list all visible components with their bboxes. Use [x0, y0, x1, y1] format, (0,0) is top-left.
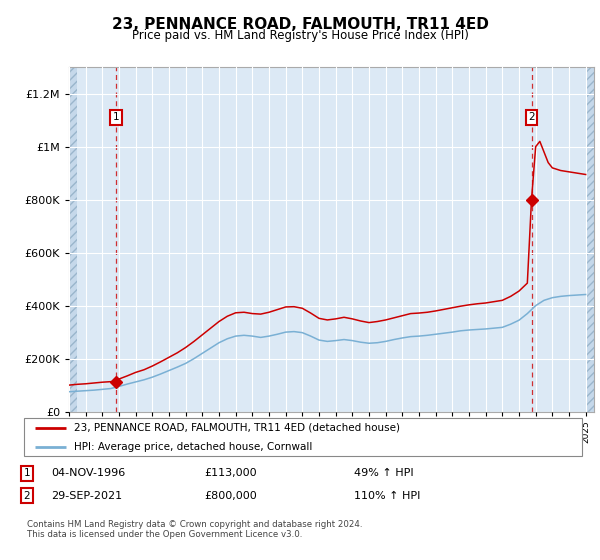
Text: Price paid vs. HM Land Registry's House Price Index (HPI): Price paid vs. HM Land Registry's House … — [131, 29, 469, 42]
Text: 29-SEP-2021: 29-SEP-2021 — [51, 491, 122, 501]
Text: Contains HM Land Registry data © Crown copyright and database right 2024.
This d: Contains HM Land Registry data © Crown c… — [27, 520, 362, 539]
Text: 110% ↑ HPI: 110% ↑ HPI — [354, 491, 421, 501]
Text: 23, PENNANCE ROAD, FALMOUTH, TR11 4ED: 23, PENNANCE ROAD, FALMOUTH, TR11 4ED — [112, 17, 488, 32]
Text: HPI: Average price, detached house, Cornwall: HPI: Average price, detached house, Corn… — [74, 442, 313, 452]
Bar — [586, 67, 594, 412]
Text: 04-NOV-1996: 04-NOV-1996 — [51, 468, 125, 478]
Bar — [69, 67, 77, 412]
Text: £800,000: £800,000 — [204, 491, 257, 501]
Text: 2: 2 — [528, 112, 535, 122]
Text: 49% ↑ HPI: 49% ↑ HPI — [354, 468, 413, 478]
Text: 1: 1 — [113, 112, 119, 122]
Text: 1: 1 — [23, 468, 31, 478]
Text: 23, PENNANCE ROAD, FALMOUTH, TR11 4ED (detached house): 23, PENNANCE ROAD, FALMOUTH, TR11 4ED (d… — [74, 423, 400, 433]
Text: 2: 2 — [23, 491, 31, 501]
Text: £113,000: £113,000 — [204, 468, 257, 478]
